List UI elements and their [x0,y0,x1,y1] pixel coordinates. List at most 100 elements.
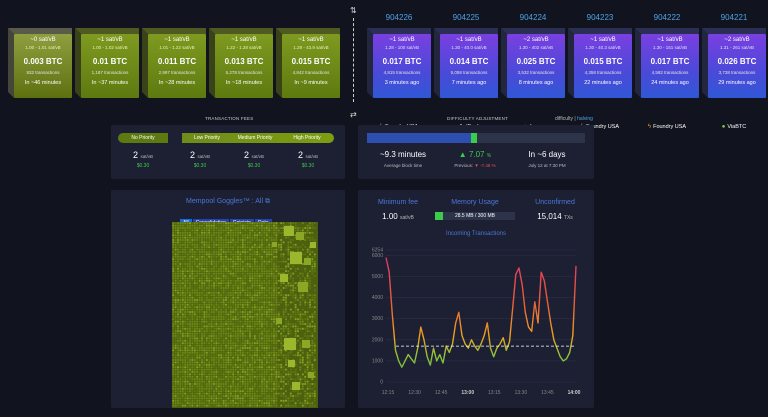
block-side [568,28,574,98]
goggles-large-tx[interactable] [292,382,300,390]
block-top [276,28,340,34]
memory-value: 28.5 MB / 300 MB [454,213,496,219]
block-fee-range: 1.30 - 402 sat/vB [518,45,554,50]
min-fee-label: Minimum fee [377,199,419,206]
mined-block[interactable]: ~2 sat/vB 1.31 - 261 sat/vB 0.026 BTC 3,738… [702,28,766,130]
block-tx-count: 4,582 transactions [651,70,689,75]
block-side [209,28,215,98]
goggles-large-tx[interactable] [276,318,282,324]
goggles-large-tx[interactable] [310,242,316,248]
block-top [8,28,72,34]
goggles-large-tx[interactable] [308,372,314,378]
goggles-large-tx[interactable] [280,274,288,282]
difficulty-title: Difficulty Adjustment [447,116,509,121]
goggles-large-tx[interactable] [290,252,302,264]
goggles-title[interactable]: Mempool Goggles™ : All ⧉ [186,198,270,205]
block-amount: 0.013 BTC [224,57,264,66]
block-fee-range: 1.00 - 1.01 sat/vB [25,45,61,50]
unconfirmed-label: Unconfirmed [535,199,575,206]
block-side [501,28,507,98]
external-link-icon[interactable]: ⧉ [265,198,270,205]
block-top [635,28,699,34]
goggles-large-tx[interactable] [272,242,277,247]
block-height[interactable]: 904222 [653,13,681,22]
memory-bar: 28.5 MB / 300 MB [435,212,515,220]
mined-block[interactable]: ~2 sat/vB 1.30 - 402 sat/vB 0.025 BTC 3,532… [501,28,565,130]
block-fee-range: 1.31 - 261 sat/vB [719,45,755,50]
swap-arrows-icon[interactable]: ⇅ [350,6,357,15]
block-side [702,28,708,98]
mined-block[interactable]: ~1 sat/vB 1.30 - 151 sat/vB 0.017 BTC 4,582… [635,28,699,130]
block-face [14,34,72,98]
goggles-large-tx[interactable] [298,282,308,292]
incoming-tx-line[interactable] [385,257,577,368]
x-tick-label: 13:45 [541,390,554,396]
y-tick-label: 4000 [372,295,383,301]
mined-block[interactable]: ~1 sat/vB 1.30 - 40.3 sat/vB 0.015 BTC 4,35… [568,28,632,130]
block-face [215,34,273,98]
mined-block[interactable]: ~1 sat/vB 1.28 - 100 sat/vB 0.017 BTC 4,815… [367,28,431,130]
goggles-large-tx[interactable] [304,258,311,265]
block-fee: ~1 sat/vB [657,37,683,43]
block-face [574,34,632,98]
block-side [276,28,282,98]
mempool-block[interactable]: ~1 sat/vB 1.22 - 1.28 sat/vB 0.013 BTC 5,27… [209,28,273,98]
block-eta: In ~37 minutes [91,80,129,86]
block-fee: ~2 sat/vB [523,37,549,43]
block-amount: 0.01 BTC [92,57,128,66]
block-amount: 0.015 BTC [583,57,623,66]
block-miner[interactable]: ● ViaBTC [702,124,766,130]
high-priority-fee: 2 sat/vB [297,150,319,160]
medium-priority-usd: $0.30 [247,163,261,169]
goggles-large-tx[interactable] [284,338,296,350]
difficulty-link[interactable]: difficulty | halving [555,116,593,122]
block-eta: In ~9 minutes [294,80,328,86]
goggles-large-tx[interactable] [284,226,294,236]
goggles-large-tx[interactable] [302,340,310,348]
block-side [142,28,148,98]
block-top [568,28,632,34]
block-fee-range: 1.28 - 100 sat/vB [384,45,420,50]
block-face [708,34,766,98]
block-side [635,28,641,98]
x-tick-label: 13:15 [488,390,501,396]
block-tx-count: 3,738 transactions [718,70,756,75]
block-tx-count: 1,187 transactions [91,70,129,75]
block-height[interactable]: 904225 [452,13,480,22]
block-height[interactable]: 904221 [720,13,748,22]
block-top [75,28,139,34]
block-height[interactable]: 904226 [385,13,413,22]
block-fee-range: 1.01 - 1.22 sat/vB [159,45,195,50]
block-fee: ~1 sat/vB [590,37,616,43]
halving-link[interactable]: halving [577,116,593,122]
block-height[interactable]: 904223 [586,13,614,22]
block-eta: In ~18 minutes [225,80,263,86]
high-priority-label: High Priority [293,135,321,141]
goggles-large-tx[interactable] [296,232,304,240]
goggles-large-tx[interactable] [288,360,295,367]
block-height[interactable]: 904224 [519,13,547,22]
mempool-block[interactable]: ~0 sat/vB 1.00 - 1.01 sat/vB 0.003 BTC 832 … [8,28,72,98]
swap-horizontal-icon[interactable]: ⇄ [350,110,357,119]
block-face [440,34,498,98]
mempool-block[interactable]: ~1 sat/vB 1.28 - 43.9 sat/vB 0.015 BTC 4,84… [276,28,340,98]
block-face [641,34,699,98]
memory-label: Memory Usage [451,199,499,206]
block-amount: 0.025 BTC [516,57,556,66]
x-tick-label: 12:30 [408,390,421,396]
stats-panel [358,190,594,408]
no-priority-bar: No Priority [118,133,168,143]
y-tick-label: 0 [380,380,383,386]
block-age: 22 minutes ago [584,80,622,86]
min-fee-value: 1.00 sat/vB [382,212,414,221]
mined-block[interactable]: ~1 sat/vB 1.30 - 40.0 sat/vB 0.014 BTC 5,05… [434,28,498,130]
mempool-goggles-visualization[interactable] [172,222,318,408]
mempool-block[interactable]: ~1 sat/vB 1.01 - 1.22 sat/vB 0.011 BTC 2,99… [142,28,206,98]
y-tick-label: 6254 [372,248,383,254]
block-face [507,34,565,98]
block-fee-range: 1.30 - 40.0 sat/vB [451,45,487,50]
mempool-block[interactable]: ~1 sat/vB 1.00 - 1.02 sat/vB 0.01 BTC 1,187… [75,28,139,98]
block-amount: 0.026 BTC [717,57,757,66]
